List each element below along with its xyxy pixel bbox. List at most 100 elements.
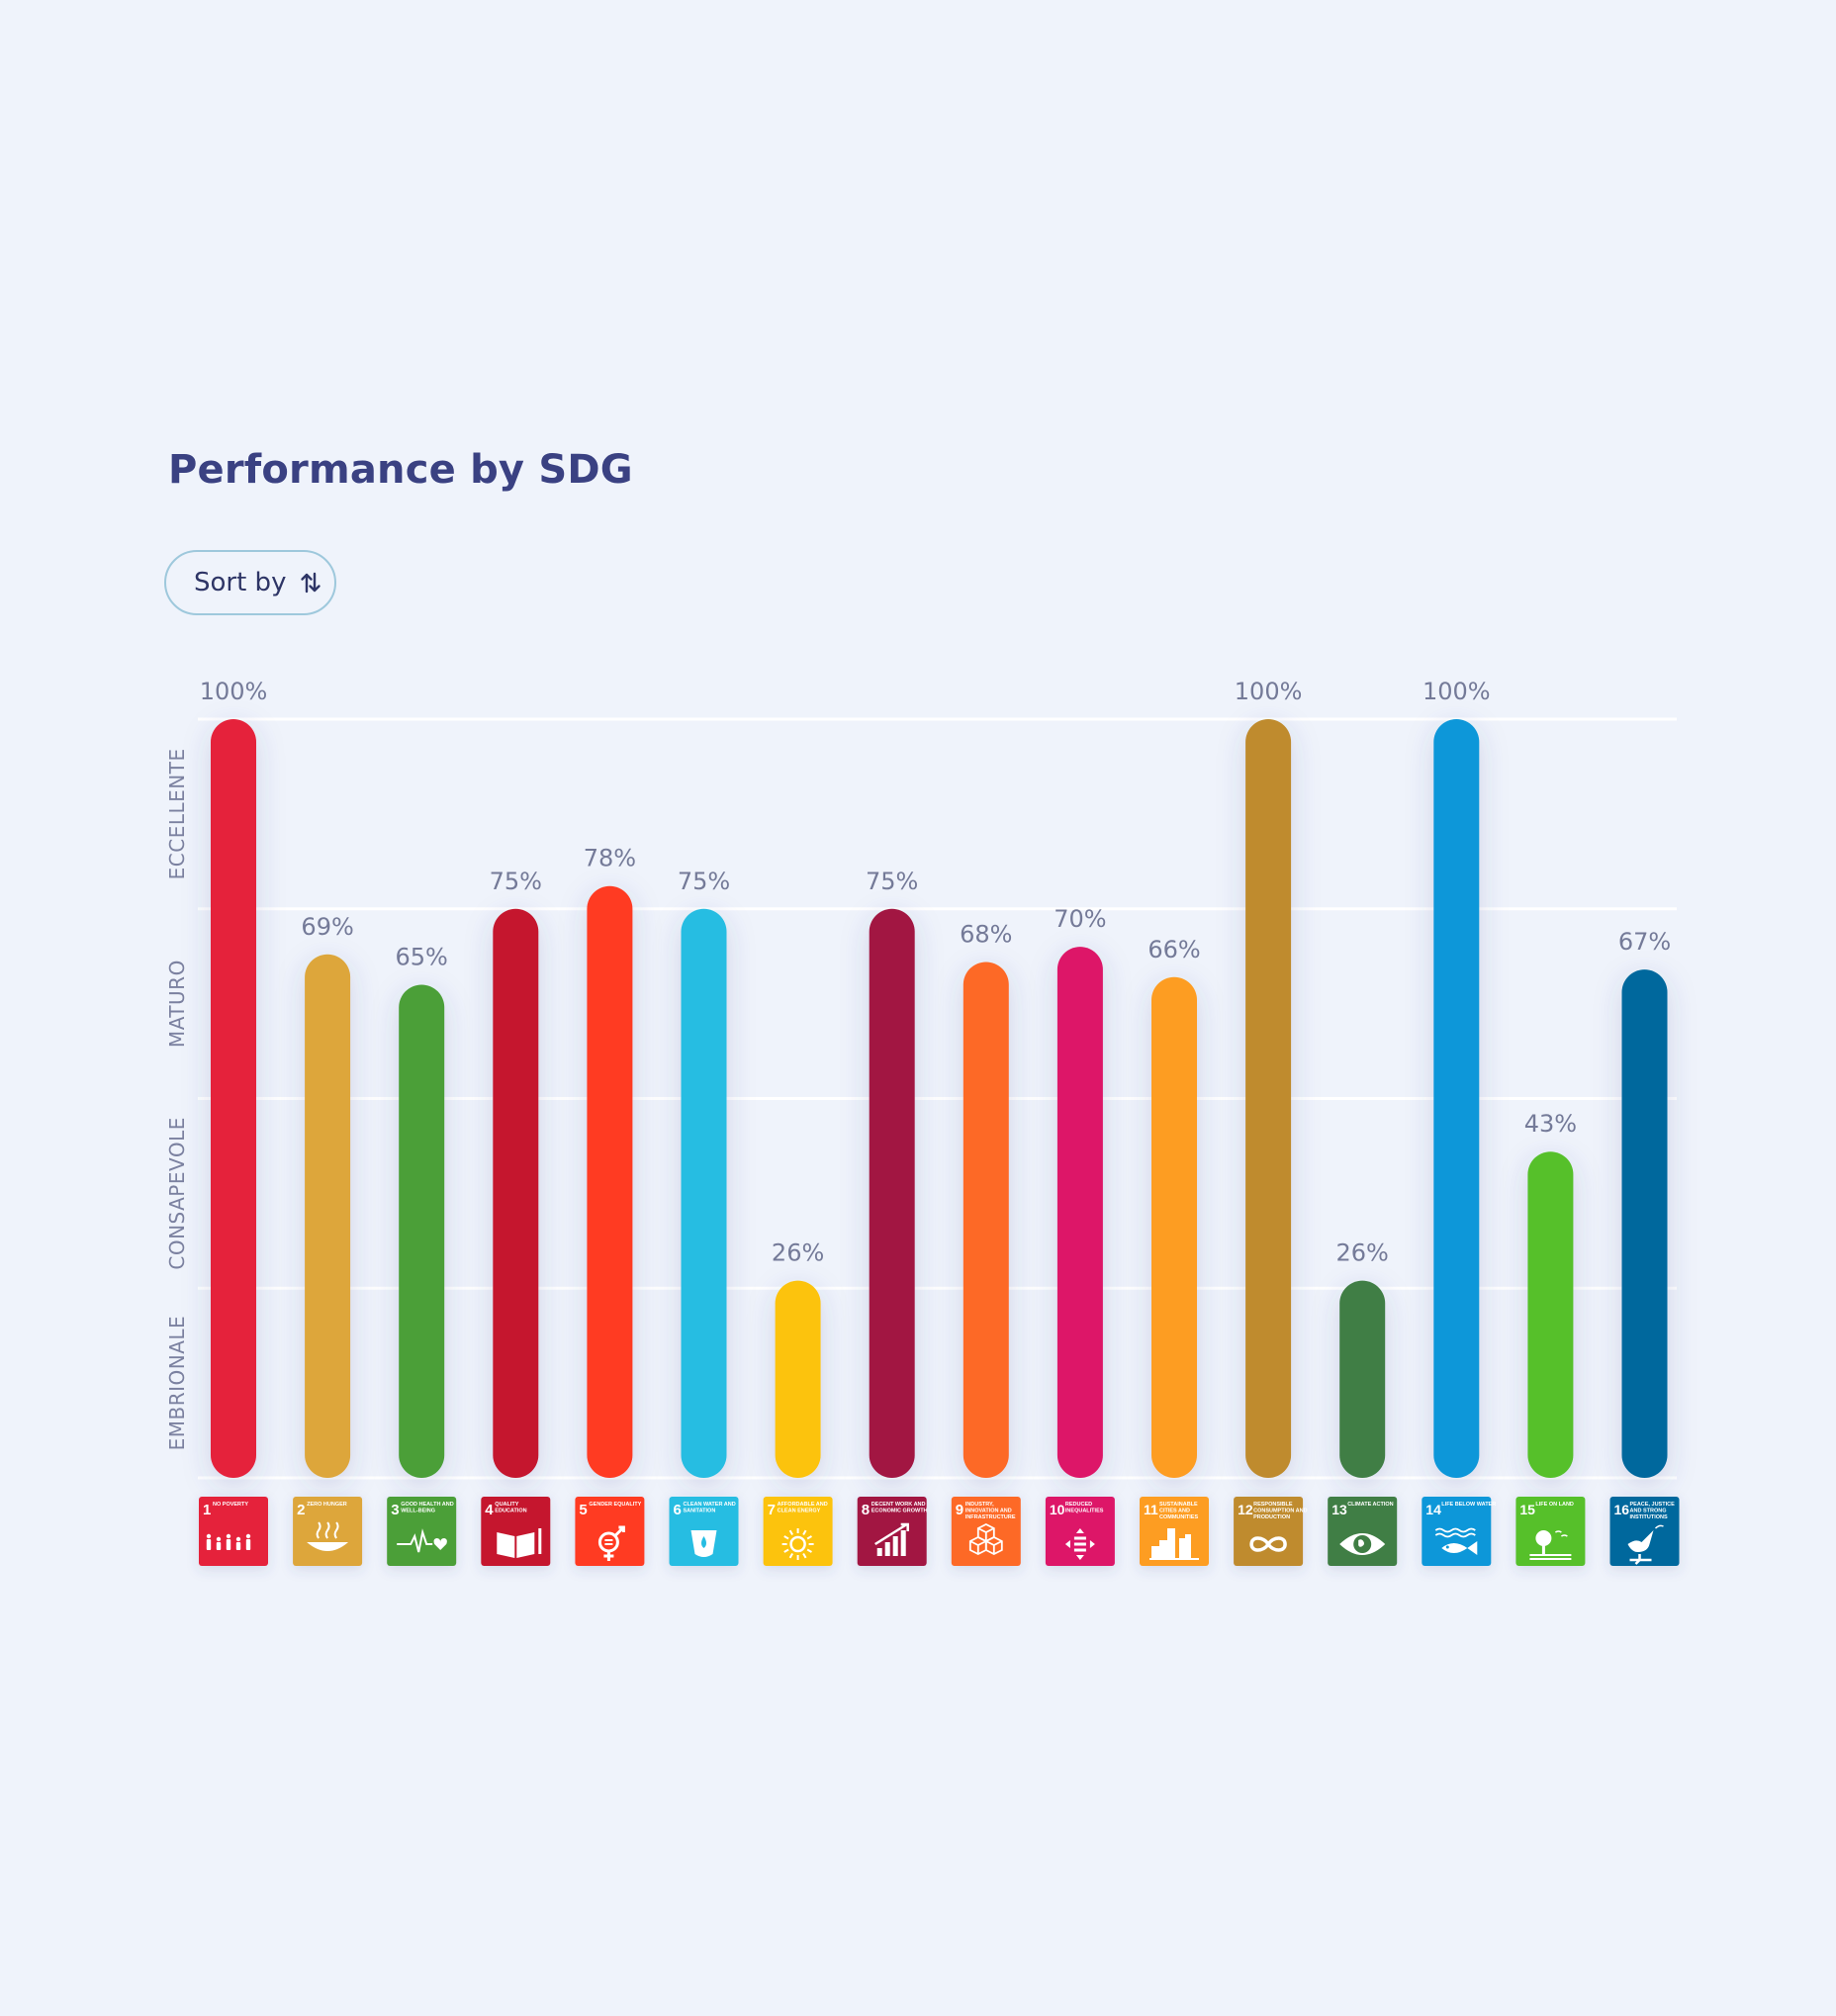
sdg-tile-13[interactable]: 13 CLIMATE ACTION [1328,1497,1398,1566]
y-level-label: CONSAPEVOLE [165,1117,189,1269]
bar-sdg-16[interactable] [1621,969,1668,1478]
bowl-icon [307,1521,349,1551]
sdg-goal-name: SUSTAINABLE CITIES AND COMMUNITIES [1159,1502,1198,1520]
data-label: 75% [678,868,730,895]
sdg-goal-name: ZERO HUNGER [307,1502,347,1508]
bar-sdg-4[interactable] [493,908,539,1478]
sdg-number: 9 [956,1502,964,1518]
bar-sdg-13[interactable] [1339,1280,1386,1478]
growth-icon [874,1522,909,1556]
sdg-number: 7 [768,1502,776,1518]
sdg-goal-name: QUALITY EDUCATION [495,1502,526,1514]
bar-sdg-2[interactable] [305,954,351,1478]
data-label: 75% [490,868,542,895]
sdg-number: 3 [391,1502,399,1518]
sdg-goal-name: NO POVERTY [213,1502,248,1508]
water-icon [690,1530,717,1557]
tree-icon [1529,1530,1572,1560]
sdg-tile-12[interactable]: 12 RESPONSIBLE CONSUMPTION AND PRODUCTION [1234,1497,1308,1566]
sdg-number: 5 [579,1502,587,1518]
sort-arrows-icon [300,570,321,596]
book-icon [497,1528,542,1558]
sdg-tile-2[interactable]: 2 ZERO HUNGER [293,1497,363,1566]
fish-icon [1434,1527,1478,1555]
bar-sdg-6[interactable] [681,908,727,1478]
data-label: 70% [1054,905,1106,933]
data-label: 68% [960,920,1012,948]
sdg-goal-name: LIFE BELOW WATER [1441,1502,1496,1508]
y-level-label: ECCELLENTE [165,748,189,879]
cubes-icon [968,1522,1003,1556]
sdg-goal-name: GENDER EQUALITY [589,1502,641,1508]
city-icon [1149,1528,1199,1560]
sdg-number: 13 [1331,1502,1347,1517]
bar-sdg-1[interactable] [211,719,256,1478]
sdg-goal-name: LIFE ON LAND [1535,1502,1574,1508]
data-label: 43% [1524,1110,1577,1138]
sdg-number: 1 [203,1502,211,1518]
gender-icon [597,1525,625,1561]
sdg-tile-1[interactable]: 1 NO POVERTY [199,1497,268,1566]
sdg-goal-name: RESPONSIBLE CONSUMPTION AND PRODUCTION [1253,1502,1308,1520]
sdg-tile-7[interactable]: 7 AFFORDABLE AND CLEAN ENERGY [763,1497,833,1566]
bar-sdg-14[interactable] [1433,719,1480,1478]
data-label: 75% [866,868,918,895]
sdg-tile-15[interactable]: 15 LIFE ON LAND [1515,1497,1586,1566]
sdg-number: 10 [1050,1502,1065,1517]
data-label: 69% [301,913,353,941]
sdg-tile-11[interactable]: 11 SUSTAINABLE CITIES AND COMMUNITIES [1140,1497,1209,1566]
sdg-tile-9[interactable]: 9 INDUSTRY, INNOVATION AND INFRASTRUCTURE [951,1497,1021,1566]
sdg-number: 11 [1144,1502,1158,1517]
sdg-number: 4 [485,1502,494,1518]
sdg-goal-name: PEACE, JUSTICE AND STRONG INSTITUTIONS [1630,1502,1676,1520]
family-icon [206,1533,251,1550]
data-label: 65% [396,943,448,970]
sdg-goal-name: REDUCED INEQUALITIES [1065,1502,1104,1514]
data-label: 67% [1618,928,1671,956]
y-level-label: MATURO [165,960,189,1048]
sdg-tile-10[interactable]: 10 REDUCED INEQUALITIES [1045,1497,1115,1566]
bar-sdg-10[interactable] [1056,947,1103,1478]
sdg-goal-name: CLIMATE ACTION [1347,1502,1393,1508]
data-label: 100% [1235,678,1303,705]
sort-by-label: Sort by [194,568,287,597]
data-label: 100% [200,678,268,705]
bar-sdg-7[interactable] [775,1280,821,1478]
bar-sdg-8[interactable] [869,908,915,1478]
y-level-label: EMBRIONALE [165,1316,189,1451]
sort-by-button[interactable]: Sort by [164,550,336,615]
sdg-tile-6[interactable]: 6 CLEAN WATER AND SANITATION [669,1497,739,1566]
heartbeat-icon [397,1528,447,1553]
sdg-number: 8 [862,1502,870,1518]
sdg-number: 6 [674,1502,682,1518]
sdg-tile-14[interactable]: 14 LIFE BELOW WATER [1422,1497,1496,1566]
sdg-goal-name: INDUSTRY, INNOVATION AND INFRASTRUCTURE [965,1502,1016,1520]
dove-icon [1627,1524,1664,1565]
sdg-number: 2 [297,1502,305,1518]
bar-sdg-11[interactable] [1151,976,1197,1478]
eye-globe-icon [1339,1533,1386,1555]
sdg-tile-4[interactable]: 4 QUALITY EDUCATION [481,1497,551,1566]
sdg-number: 14 [1425,1502,1441,1517]
bar-sdg-3[interactable] [399,984,445,1478]
sdg-tile-8[interactable]: 8 DECENT WORK AND ECONOMIC GROWTH [857,1497,928,1566]
page-title: Performance by SDG [168,447,633,493]
sdg-number: 16 [1614,1502,1630,1517]
bar-sdg-12[interactable] [1245,719,1292,1478]
data-label: 26% [1336,1239,1389,1267]
sdg-number: 15 [1519,1502,1535,1517]
sdg-goal-name: AFFORDABLE AND CLEAN ENERGY [778,1502,828,1514]
bar-sdg-9[interactable] [963,962,1009,1478]
equality-icon [1064,1528,1095,1560]
sun-icon [781,1528,814,1560]
sdg-tile-16[interactable]: 16 PEACE, JUSTICE AND STRONG INSTITUTIONS [1609,1497,1680,1566]
infinity-icon [1249,1536,1287,1552]
data-label: 26% [772,1239,824,1267]
sdg-goal-name: CLEAN WATER AND SANITATION [684,1502,736,1514]
sdg-tile-3[interactable]: 3 GOOD HEALTH AND WELL-BEING [387,1497,457,1566]
bar-sdg-15[interactable] [1527,1151,1574,1478]
bar-sdg-5[interactable] [587,885,633,1478]
sdg-tile-5[interactable]: 5 GENDER EQUALITY [575,1497,645,1566]
data-label: 100% [1423,678,1491,705]
